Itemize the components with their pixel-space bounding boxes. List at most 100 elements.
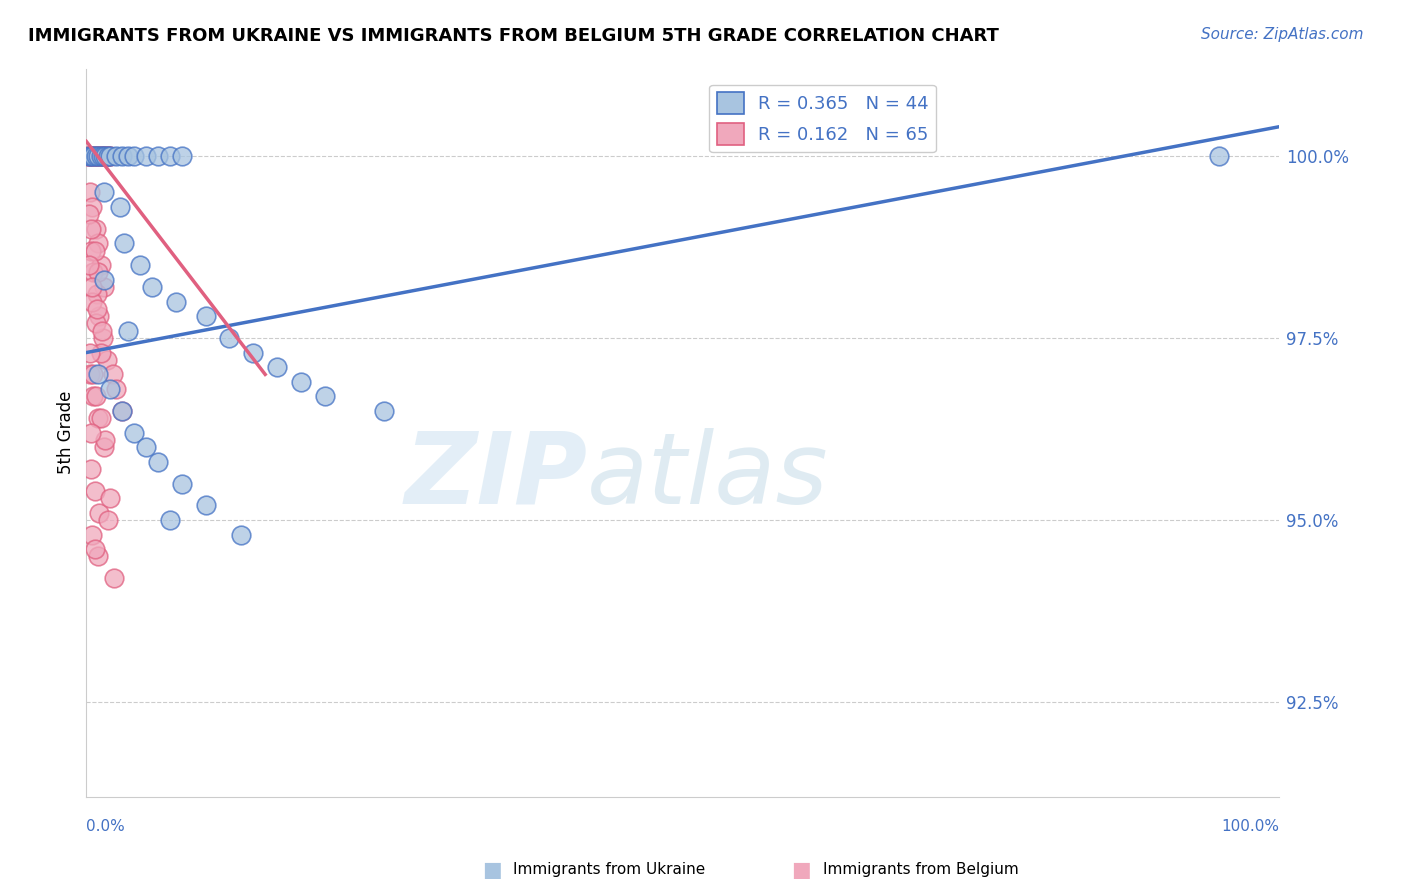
Point (111, 149, 134, 163)
Point (80, 462, 103, 476)
Point (93, 280, 115, 294)
Point (122, 425, 145, 440)
Point (80, 244, 103, 258)
Point (93, 440, 115, 454)
Point (87, 149, 110, 163)
Point (90, 149, 112, 163)
Point (77, 149, 100, 163)
Text: 100.0%: 100.0% (1220, 819, 1279, 834)
Point (77, 149, 100, 163)
Point (97, 149, 120, 163)
Point (97, 149, 120, 163)
Text: Immigrants from Belgium: Immigrants from Belgium (823, 863, 1018, 877)
Point (82, 280, 104, 294)
Point (91, 149, 114, 163)
Point (83, 244, 105, 258)
Point (90, 149, 112, 163)
Point (90, 149, 112, 163)
Point (165, 294, 187, 309)
Point (82, 149, 104, 163)
Point (111, 404, 134, 418)
Text: IMMIGRANTS FROM UKRAINE VS IMMIGRANTS FROM BELGIUM 5TH GRADE CORRELATION CHART: IMMIGRANTS FROM UKRAINE VS IMMIGRANTS FR… (28, 27, 1000, 45)
Point (242, 345, 264, 359)
Point (84, 221, 107, 235)
Point (98, 149, 121, 163)
Point (84, 389, 107, 403)
Point (194, 499, 217, 513)
Point (87, 236, 110, 251)
Point (218, 331, 240, 345)
Point (122, 149, 145, 163)
Point (82, 265, 104, 279)
Point (91, 149, 114, 163)
Point (77, 207, 100, 221)
Point (108, 200, 131, 214)
Point (170, 476, 193, 491)
Point (89, 149, 111, 163)
Point (231, 527, 253, 541)
Point (159, 149, 181, 163)
Point (194, 309, 217, 323)
Legend: R = 0.365   N = 44, R = 0.162   N = 65: R = 0.365 N = 44, R = 0.162 N = 65 (709, 85, 936, 153)
Text: ZIP: ZIP (404, 428, 588, 524)
Text: 0.0%: 0.0% (86, 819, 125, 834)
Point (96, 149, 118, 163)
Point (114, 236, 136, 251)
Point (93, 186, 115, 200)
Text: atlas: atlas (588, 428, 828, 524)
Text: Source: ZipAtlas.com: Source: ZipAtlas.com (1201, 27, 1364, 42)
Text: ■: ■ (792, 860, 811, 880)
Point (80, 221, 103, 235)
Point (86, 149, 108, 163)
Point (98, 382, 121, 396)
Point (129, 258, 152, 272)
Point (94, 149, 117, 163)
Point (83, 542, 105, 557)
Point (266, 360, 288, 375)
Point (314, 389, 336, 403)
Point (87, 411, 110, 425)
Point (103, 571, 125, 585)
Point (94, 149, 117, 163)
Point (89, 506, 111, 520)
Point (290, 375, 312, 389)
Point (82, 527, 104, 541)
Point (94, 433, 117, 447)
Point (82, 389, 104, 403)
Point (82, 368, 104, 382)
Point (170, 149, 193, 163)
Point (105, 382, 128, 396)
Point (82, 294, 104, 309)
Y-axis label: 5th Grade: 5th Grade (58, 391, 75, 475)
Point (135, 149, 157, 163)
Point (89, 309, 111, 323)
Point (1208, 149, 1230, 163)
Point (87, 368, 110, 382)
Point (146, 149, 169, 163)
Point (77, 258, 100, 272)
Point (101, 368, 124, 382)
Point (87, 549, 110, 564)
Point (86, 301, 108, 316)
Point (80, 149, 103, 163)
Point (79, 186, 101, 200)
Point (373, 404, 395, 418)
Text: Immigrants from Ukraine: Immigrants from Ukraine (513, 863, 706, 877)
Point (82, 149, 104, 163)
Point (86, 287, 108, 301)
Point (98, 149, 121, 163)
Point (117, 324, 139, 338)
Point (117, 149, 139, 163)
Point (90, 258, 112, 272)
Point (82, 200, 104, 214)
Point (93, 149, 115, 163)
Point (90, 345, 112, 359)
Point (87, 149, 110, 163)
Point (79, 368, 101, 382)
Point (146, 455, 169, 469)
Point (79, 149, 101, 163)
Point (84, 149, 107, 163)
Point (80, 149, 103, 163)
Point (97, 149, 120, 163)
Point (83, 149, 105, 163)
